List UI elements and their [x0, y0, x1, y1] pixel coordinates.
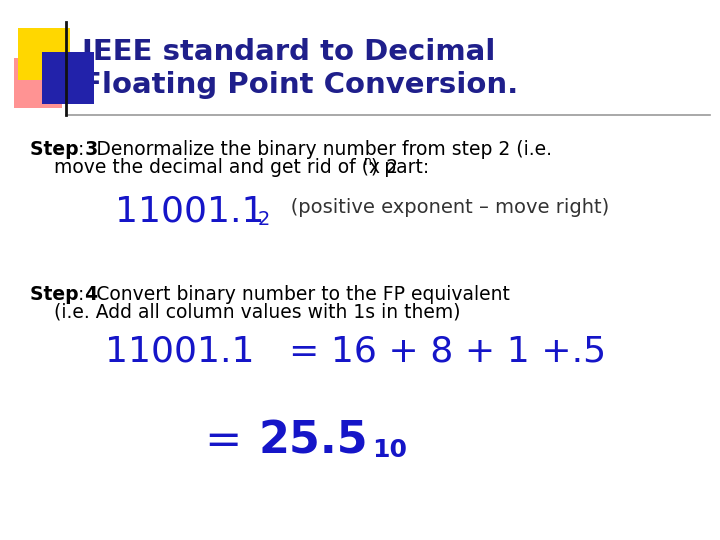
Text: 11001.1: 11001.1 [115, 195, 264, 229]
Text: Floating Point Conversion.: Floating Point Conversion. [82, 71, 518, 99]
Text: =: = [205, 420, 271, 463]
Text: ) part:: ) part: [371, 158, 429, 177]
Bar [14, 58, 62, 108]
Text: Step 3: Step 3 [30, 140, 98, 159]
Text: 25.5: 25.5 [258, 420, 368, 463]
Text: Step 4: Step 4 [30, 285, 98, 304]
Text: :  Convert binary number to the FP equivalent: : Convert binary number to the FP equiva… [78, 285, 510, 304]
Text: 2: 2 [258, 210, 271, 229]
Text: 10: 10 [372, 438, 407, 462]
Text: (positive exponent – move right): (positive exponent – move right) [272, 198, 609, 217]
Text: :  Denormalize the binary number from step 2 (i.e.: : Denormalize the binary number from ste… [78, 140, 552, 159]
Text: n: n [364, 155, 372, 168]
Text: 11001.1   = 16 + 8 + 1 +.5: 11001.1 = 16 + 8 + 1 +.5 [105, 335, 606, 369]
Text: IEEE standard to Decimal: IEEE standard to Decimal [82, 38, 495, 66]
Bar [42, 52, 94, 104]
Bar [18, 28, 70, 80]
Text: move the decimal and get rid of (x 2: move the decimal and get rid of (x 2 [30, 158, 398, 177]
Text: (i.e. Add all column values with 1s in them): (i.e. Add all column values with 1s in t… [30, 303, 461, 322]
